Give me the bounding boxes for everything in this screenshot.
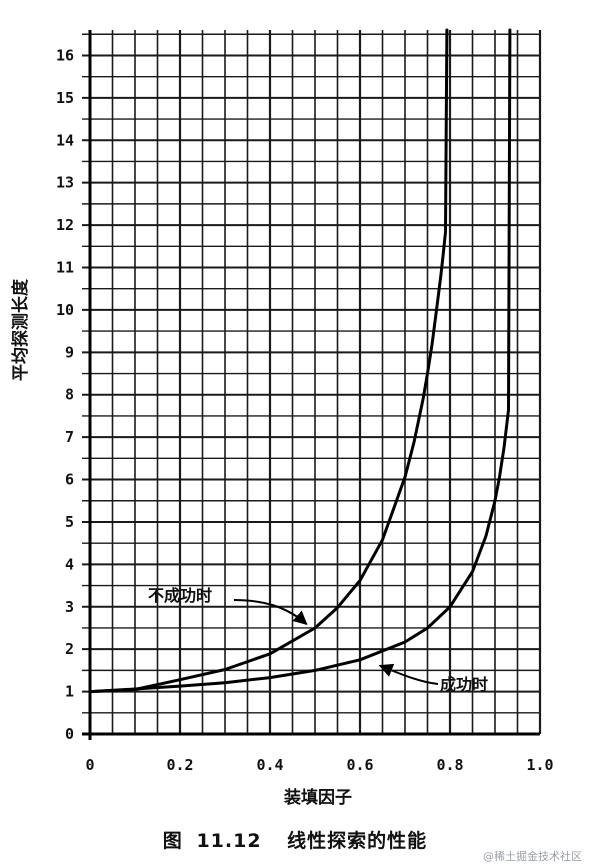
- x-tick-label: 0.4: [256, 756, 283, 774]
- axes: [82, 30, 540, 740]
- caption-title: 线性探索的性能: [287, 830, 428, 852]
- y-tick-label: 0: [65, 725, 74, 743]
- x-tick-labels: 0 0.2 0.4 0.6 0.8 1.0: [85, 756, 553, 774]
- series-lines: [88, 28, 512, 694]
- y-tick-label: 16: [56, 46, 74, 64]
- y-tick-label: 13: [56, 174, 74, 192]
- y-tick-label: 7: [65, 428, 74, 446]
- grid: [82, 30, 542, 735]
- y-tick-label: 14: [56, 131, 74, 149]
- caption-label: 图: [162, 830, 183, 852]
- y-tick-label: 15: [56, 89, 74, 107]
- x-tick-label: 0.8: [436, 756, 463, 774]
- annotation-arrow-unsuccessful: [233, 599, 308, 626]
- y-tick-label: 8: [65, 386, 74, 404]
- x-tick-label: 0: [85, 756, 94, 774]
- annotation-label-successful: 成功时: [440, 675, 488, 694]
- y-tick-label: 2: [65, 640, 74, 658]
- y-tick-label: 10: [56, 301, 74, 319]
- y-tick-label: 3: [65, 598, 74, 616]
- x-tick-label: 0.6: [346, 756, 373, 774]
- y-tick-label: 4: [65, 555, 74, 573]
- x-tick-label: 0.2: [166, 756, 193, 774]
- y-tick-label: 5: [65, 513, 74, 531]
- figure-caption: 图 11.12 线性探索的性能: [0, 826, 590, 853]
- annotation-label-unsuccessful: 不成功时: [148, 586, 212, 605]
- y-tick-label: 6: [65, 471, 74, 489]
- series-line-0: [88, 28, 449, 694]
- y-tick-label: 1: [65, 683, 74, 701]
- y-axis-label: 平均探测长度: [10, 278, 31, 381]
- y-tick-label: 12: [56, 216, 74, 234]
- x-axis-label: 装填因子: [283, 787, 352, 808]
- y-tick-label: 9: [65, 343, 74, 361]
- annotation-arrow-successful: [378, 663, 439, 685]
- x-tick-label: 1.0: [526, 756, 553, 774]
- series-line-1: [88, 28, 512, 694]
- y-tick-label: 11: [56, 258, 74, 276]
- caption-number: 11.12: [196, 830, 262, 852]
- watermark: @稀土掘金技术社区: [483, 850, 582, 863]
